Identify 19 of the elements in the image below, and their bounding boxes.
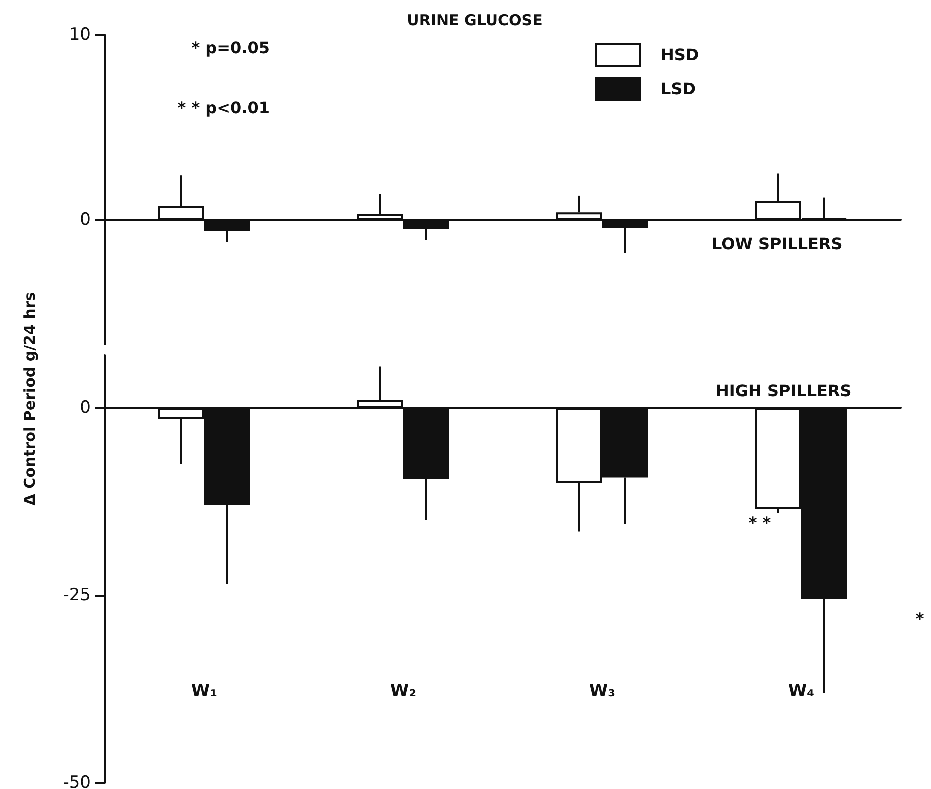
text: *: [916, 610, 925, 628]
legend-label: LSD: [661, 80, 696, 98]
x-tick-label: W₁: [191, 682, 218, 702]
legend-label: HSD: [661, 46, 700, 64]
y-tick-label: -25: [63, 586, 91, 606]
y-tick-label: 0: [80, 210, 91, 230]
chart-title: URINE GLUCOSE: [407, 12, 543, 30]
annotation: * p=0.05: [192, 38, 270, 58]
y-tick-label: -50: [63, 773, 91, 789]
x-tick-label: W₄: [788, 682, 815, 702]
annotation: * *: [748, 514, 772, 532]
annotation: HIGH SPILLERS: [716, 382, 852, 400]
y-tick-label: 0: [80, 398, 91, 418]
y-tick-label: 10: [69, 25, 91, 45]
y-axis-title: Δ Control Period g/24 hrs: [21, 291, 39, 508]
annotation: * * p<0.01: [178, 98, 270, 118]
x-tick-label: W₃: [589, 682, 616, 702]
annotation: LOW SPILLERS: [712, 234, 843, 254]
x-tick-label: W₂: [390, 682, 417, 702]
